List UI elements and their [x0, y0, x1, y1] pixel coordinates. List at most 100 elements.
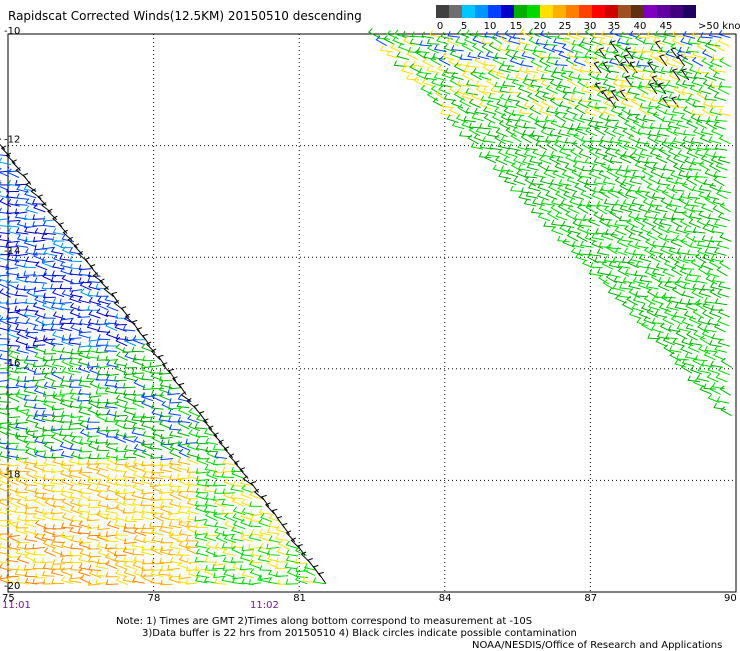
wind-barb [52, 262, 65, 270]
wind-barb [557, 202, 570, 213]
wind-barb [718, 281, 731, 290]
wind-barb [696, 143, 710, 151]
wind-barb [34, 295, 47, 305]
wind-barb [131, 477, 144, 485]
wind-barb [0, 345, 10, 353]
wind-barb [196, 570, 209, 578]
wind-barb [598, 169, 611, 180]
wind-barb [239, 553, 253, 563]
wind-barb [495, 128, 508, 138]
wind-barb [115, 333, 129, 341]
wind-barb [70, 436, 84, 446]
wind-barb [60, 394, 74, 403]
wind-barb [668, 71, 681, 82]
wind-barb [212, 470, 225, 478]
wind-barb [141, 545, 154, 551]
wind-barb [160, 433, 173, 440]
wind-barb [503, 29, 516, 40]
wind-barb [179, 477, 192, 487]
wind-barb [525, 143, 539, 151]
wind-barb [24, 463, 37, 472]
wind-barb [43, 248, 57, 257]
wind-barb [702, 79, 715, 89]
wind-barb [88, 282, 101, 291]
wind-barb [638, 254, 652, 263]
wind-barb [698, 288, 711, 298]
wind-barb [33, 529, 47, 536]
wind-barb [453, 62, 466, 73]
wind-barb [61, 337, 74, 347]
wind-barb [97, 326, 110, 333]
wind-barb [52, 311, 66, 320]
wind-barb [662, 164, 676, 172]
wind-barb [248, 533, 262, 542]
wind-barb [15, 227, 29, 235]
wind-barb [79, 549, 93, 558]
wind-barb [105, 442, 119, 452]
wind-barb [145, 341, 156, 353]
wind-barb [591, 191, 604, 201]
wind-barb [697, 298, 710, 306]
wind-barb [151, 558, 164, 565]
wind-barb [151, 393, 164, 403]
wind-barb [709, 107, 722, 116]
wind-barb [32, 557, 46, 563]
wind-barb [573, 214, 587, 222]
wind-barb [62, 229, 73, 241]
wind-barb [649, 122, 663, 130]
wind-barb [666, 80, 679, 89]
wind-barb [662, 37, 675, 46]
wind-barb [526, 162, 540, 171]
wind-barb [194, 423, 208, 430]
wind-barb [230, 493, 244, 500]
wind-barb [567, 226, 581, 234]
wind-barb [574, 51, 588, 59]
wind-barb [609, 40, 619, 53]
wind-barb [594, 125, 606, 136]
wind-barb [596, 248, 610, 256]
wind-barb [648, 175, 661, 185]
wind-barb [43, 381, 57, 390]
wind-barb [468, 122, 482, 129]
wind-barb [79, 491, 92, 501]
wind-barb [676, 94, 690, 101]
wind-barb [7, 307, 21, 314]
wind-barb [709, 288, 722, 299]
wind-barb [546, 210, 559, 221]
wind-barb [32, 324, 46, 332]
wind-barb [5, 268, 19, 276]
wind-barb [507, 94, 520, 102]
wind-barb [78, 341, 92, 348]
wind-barb [707, 84, 720, 94]
wind-barb [682, 30, 696, 39]
wind-barb [114, 465, 128, 473]
wind-barb [202, 418, 213, 430]
wind-barb [718, 30, 731, 39]
wind-barb [706, 219, 719, 228]
wind-barb [5, 382, 19, 389]
wind-barb [538, 155, 552, 165]
wind-barb [466, 61, 479, 68]
wind-barb [549, 129, 562, 138]
wind-barb [632, 295, 646, 304]
wind-barb [705, 274, 718, 285]
wind-barb [34, 572, 48, 579]
wind-barb [656, 48, 669, 59]
wind-barb [204, 556, 218, 564]
wind-barb [713, 170, 727, 179]
wind-barb [542, 122, 556, 130]
wind-barb [86, 424, 99, 430]
wind-barb [24, 509, 38, 515]
wind-barb [538, 52, 552, 59]
wind-barb [42, 272, 55, 283]
wind-barb [684, 71, 697, 80]
wind-barb [159, 375, 172, 382]
wind-barb [692, 127, 706, 137]
wind-barb [69, 263, 83, 270]
wind-barb [113, 415, 126, 422]
wind-barb [41, 570, 55, 577]
wind-barb [666, 226, 680, 235]
wind-barb [571, 191, 585, 200]
wind-barb [486, 130, 500, 138]
